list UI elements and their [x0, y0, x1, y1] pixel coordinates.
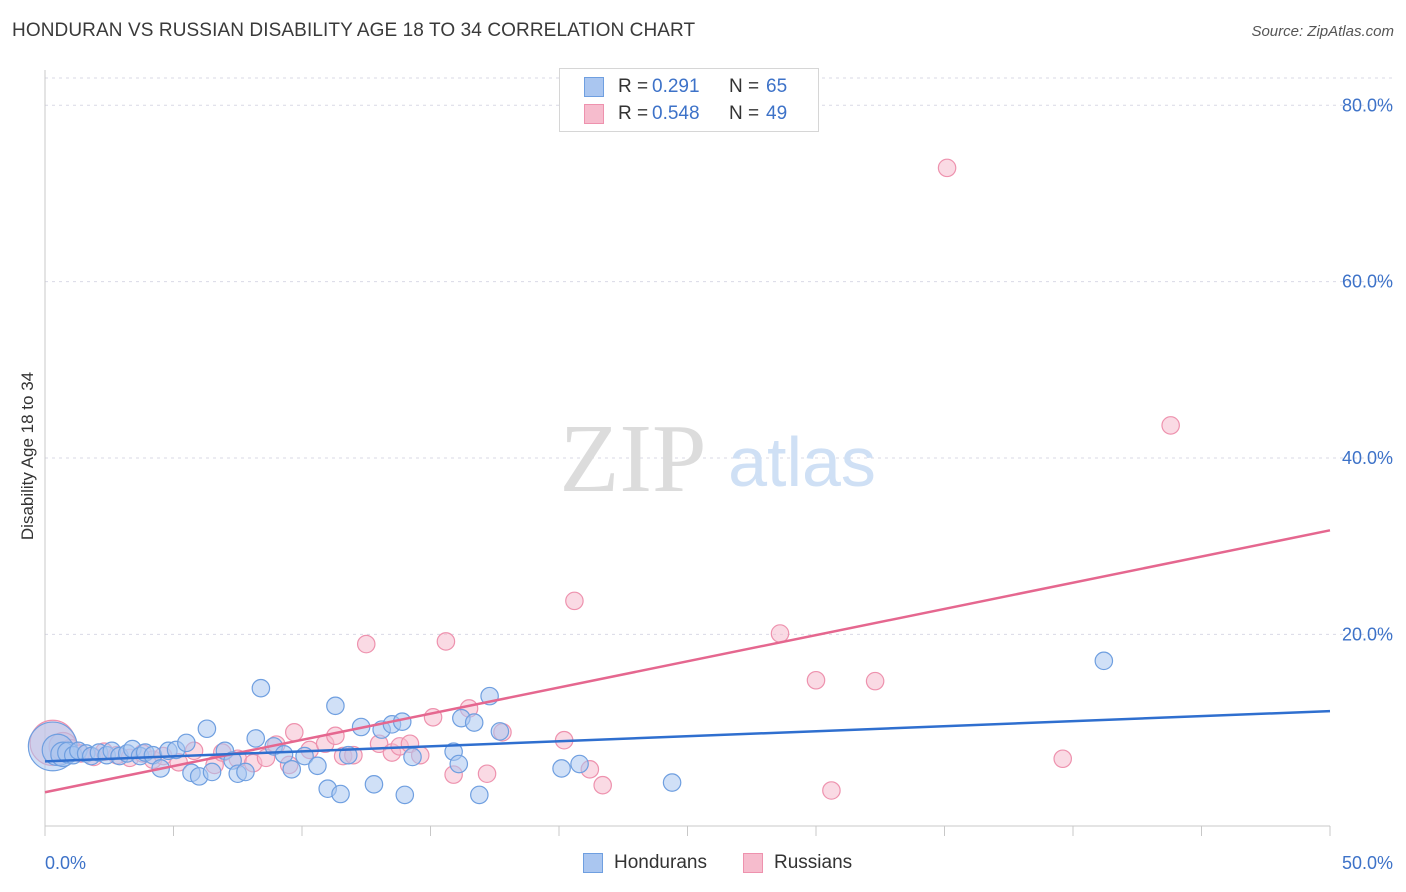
hondurans-point [470, 785, 489, 805]
r-value: 0.291 [652, 76, 700, 97]
hondurans-point [197, 719, 217, 739]
hondurans-point [662, 773, 682, 792]
y-tick-label: 80.0% [1342, 95, 1393, 115]
r-label: R = [618, 103, 649, 124]
hondurans-point [236, 762, 255, 782]
watermark-atlas: atlas [728, 423, 876, 501]
russians-point [770, 624, 790, 643]
russians-point [477, 764, 497, 784]
russians-swatch [743, 853, 763, 873]
russians-point [565, 591, 584, 611]
russians-point [1053, 749, 1073, 769]
russians-point [806, 670, 826, 690]
hondurans-point [331, 784, 350, 804]
hondurans-point [490, 722, 510, 741]
russians-swatch [584, 104, 604, 124]
y-axis-label: Disability Age 18 to 34 [18, 371, 37, 541]
hondurans-point [177, 733, 196, 753]
y-tick-label: 60.0% [1342, 272, 1393, 292]
watermark-zip: ZIP [560, 405, 707, 513]
hondurans-points [27, 651, 1114, 805]
hondurans-point [326, 696, 345, 716]
n-label: N = [729, 76, 760, 97]
russians-trend-line [44, 529, 1331, 794]
grid-lines [45, 77, 1392, 635]
axes [44, 70, 1331, 836]
source-label: Source: ZipAtlas.com [1251, 23, 1394, 40]
russians-point [1161, 416, 1180, 435]
hondurans-point [364, 775, 384, 794]
hondurans-point [274, 745, 294, 764]
hondurans-point [202, 762, 222, 782]
hondurans-trend-line [44, 709, 1331, 763]
r-label: R = [618, 76, 649, 97]
russians-point [436, 632, 456, 651]
legend-label: Hondurans [614, 852, 707, 873]
n-label: N = [729, 103, 760, 124]
chart-title: HONDURAN VS RUSSIAN DISABILITY AGE 18 TO… [12, 20, 696, 41]
russians-point [593, 775, 612, 795]
hondurans-point [1094, 651, 1114, 671]
hondurans-point [395, 785, 415, 805]
n-value: 65 [766, 76, 788, 97]
y-tick-labels: 20.0% 40.0% 60.0% 80.0% [1342, 95, 1393, 644]
hondurans-swatch [584, 77, 604, 97]
r-value: 0.548 [652, 103, 700, 124]
hondurans-point [570, 754, 589, 774]
russians-point [937, 158, 957, 178]
hondurans-point [246, 729, 266, 748]
hondurans-point [251, 678, 271, 698]
hondurans-point [449, 754, 469, 774]
watermark: ZIP atlas [560, 405, 876, 513]
russians-point [284, 722, 304, 742]
hondurans-point [282, 760, 302, 779]
hondurans-point [552, 759, 571, 778]
y-tick-label: 20.0% [1342, 624, 1393, 644]
x-tick-label: 50.0% [1342, 853, 1393, 873]
y-tick-label: 40.0% [1342, 448, 1393, 468]
x-tick-label: 0.0% [45, 853, 86, 873]
x-tick-labels: 0.0% 50.0% [45, 853, 1393, 873]
legend-label: Russians [774, 852, 853, 873]
hondurans-point [403, 747, 422, 767]
hondurans-swatch [583, 853, 603, 873]
n-value: 49 [766, 103, 788, 124]
russians-point [356, 634, 376, 654]
hondurans-point [464, 713, 484, 732]
russians-point [326, 726, 345, 746]
trend-lines [44, 529, 1331, 794]
russians-point [822, 781, 841, 800]
hondurans-point [308, 756, 327, 776]
correlation-legend: R = 0.291 N = 65 R = 0.548 N = 49 [559, 68, 819, 132]
russians-point [865, 671, 885, 691]
